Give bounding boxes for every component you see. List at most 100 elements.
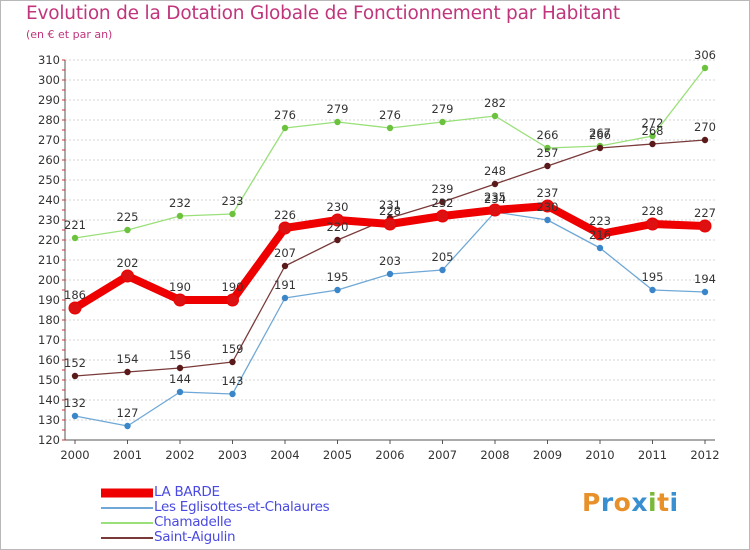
data-label: 159: [222, 342, 244, 356]
data-label: 186: [64, 288, 86, 302]
data-point: [541, 199, 554, 213]
data-label: 279: [327, 102, 349, 116]
data-label: 205: [432, 250, 454, 264]
x-tick-label: 2002: [165, 448, 194, 462]
data-label: 272: [642, 116, 664, 130]
data-point: [701, 64, 709, 72]
data-point: [593, 227, 607, 241]
data-point: [544, 144, 551, 152]
logo-letter: x: [631, 488, 648, 517]
data-label: 276: [379, 108, 401, 122]
y-tick-label: 180: [38, 313, 60, 327]
data-point: [649, 132, 656, 140]
x-tick-label: 2012: [690, 448, 719, 462]
data-point: [334, 236, 341, 244]
data-label: 152: [64, 356, 86, 370]
series-line-les-eglisottes-et-chalaures: [74, 211, 706, 427]
data-point: [646, 217, 659, 231]
data-label: 270: [694, 120, 716, 134]
legend-swatch-saint-aigulin: [101, 537, 153, 539]
y-tick-label: 220: [38, 233, 60, 247]
data-point: [491, 112, 499, 120]
legend-label-chamadelle: Chamadelle: [154, 514, 232, 530]
data-label: 235: [484, 190, 506, 204]
x-tick-label: 2010: [585, 448, 614, 462]
legend-swatch-la-barde: [101, 488, 153, 498]
data-label: 230: [537, 200, 559, 214]
legend-label-saint-aigulin: Saint-Aigulin: [154, 529, 236, 545]
logo-letter: P: [582, 488, 601, 517]
data-point: [71, 372, 79, 380]
legend-swatch-les-eglisottes-et-chalaures: [101, 507, 153, 509]
data-point: [386, 124, 394, 132]
y-tick-label: 270: [38, 133, 60, 147]
data-point: [439, 198, 446, 206]
chart-title: Evolution de la Dotation Globale de Fonc…: [26, 3, 620, 24]
data-point: [544, 162, 551, 170]
data-label: 239: [432, 182, 454, 196]
data-label: 230: [327, 200, 349, 214]
y-tick-label: 290: [38, 93, 60, 107]
data-label: 195: [327, 270, 349, 284]
data-label: 225: [117, 210, 139, 224]
data-point: [436, 209, 449, 223]
legend-item-les-eglisottes-et-chalaures: [101, 500, 153, 514]
y-tick-label: 310: [38, 53, 60, 67]
data-label: 221: [64, 218, 86, 232]
data-point: [701, 136, 709, 144]
data-label: 190: [169, 280, 191, 294]
data-point: [596, 144, 604, 152]
data-point: [229, 390, 236, 398]
data-label: 143: [222, 374, 244, 388]
x-tick-label: 2004: [270, 448, 299, 462]
data-label: 267: [589, 126, 611, 140]
data-label: 207: [274, 246, 296, 260]
legend-label-les-eglisottes-et-chalaures: Les Eglisottes-et-Chalaures: [154, 499, 330, 515]
legend-item-la-barde: [101, 485, 153, 499]
data-label: 154: [117, 352, 139, 366]
x-tick-label: 2009: [533, 448, 562, 462]
data-label: 227: [694, 206, 716, 220]
y-tick-label: 230: [38, 213, 60, 227]
y-tick-label: 210: [38, 253, 60, 267]
data-label: 194: [694, 272, 716, 286]
data-point: [596, 244, 604, 252]
data-point: [124, 368, 131, 376]
data-point: [71, 412, 79, 420]
data-point: [383, 217, 397, 231]
data-label: 190: [222, 280, 244, 294]
x-tick-label: 2005: [323, 448, 352, 462]
data-label: 226: [274, 208, 296, 222]
y-tick-label: 250: [38, 173, 60, 187]
data-label: 276: [274, 108, 296, 122]
data-label: 223: [589, 214, 611, 228]
logo-letter: t: [657, 488, 670, 517]
data-label: 232: [169, 196, 191, 210]
data-point: [544, 216, 551, 224]
data-label: 127: [117, 406, 139, 420]
data-point: [334, 286, 341, 294]
y-tick-label: 200: [38, 273, 60, 287]
logo-letter: o: [613, 488, 632, 517]
data-point: [281, 124, 289, 132]
data-label: 233: [222, 194, 244, 208]
data-point: [229, 210, 236, 218]
legend-item-chamadelle: [101, 515, 153, 529]
data-point: [439, 266, 446, 274]
data-label: 257: [537, 146, 559, 160]
data-point: [281, 294, 289, 302]
logo-letter: i: [669, 488, 679, 517]
data-label: 268: [642, 124, 664, 138]
data-label: 234: [484, 192, 506, 206]
data-label: 266: [589, 128, 611, 142]
y-tick-label: 260: [38, 153, 60, 167]
x-tick-label: 2006: [375, 448, 404, 462]
y-tick-label: 240: [38, 193, 60, 207]
data-label: 203: [379, 254, 401, 268]
data-point: [649, 140, 656, 148]
data-label: 237: [537, 186, 559, 200]
data-point: [176, 212, 184, 220]
data-label: 220: [327, 220, 349, 234]
y-tick-label: 190: [38, 293, 60, 307]
